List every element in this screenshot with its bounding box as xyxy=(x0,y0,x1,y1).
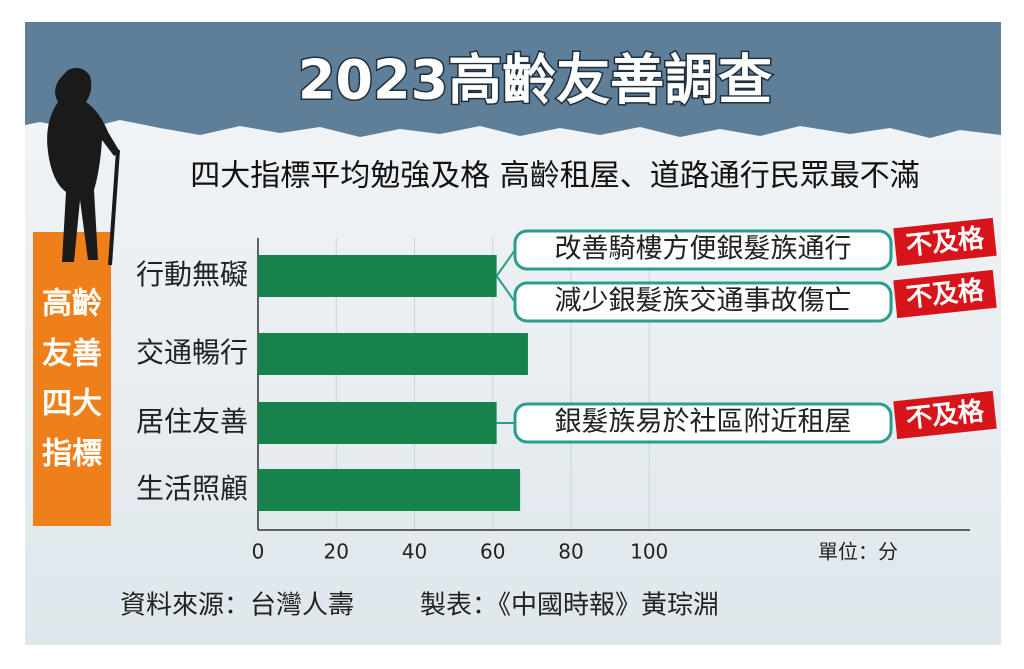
chart-title: 2023高齡友善調查 xyxy=(298,49,772,112)
badge-box xyxy=(893,269,997,319)
callout-text: 改善騎樓方便銀髮族通行 xyxy=(555,234,852,265)
side-label: 高齡 xyxy=(42,287,102,322)
callout-box xyxy=(513,402,893,444)
side-label: 四大 xyxy=(42,387,102,422)
badge-box xyxy=(893,217,997,267)
bar xyxy=(258,255,497,297)
x-tick-label: 20 xyxy=(324,540,349,564)
callout-box xyxy=(513,229,893,271)
badge: 不及格 xyxy=(893,269,997,319)
elder-silhouette xyxy=(47,68,120,262)
badge-box xyxy=(893,390,997,440)
x-tick-label: 60 xyxy=(480,540,505,564)
header-band xyxy=(25,22,1001,138)
side-label: 指標 xyxy=(42,437,102,472)
subtitle: 四大指標平均勉強及格 高齡租屋、道路通行民眾最不滿 xyxy=(190,159,920,194)
side-label: 友善 xyxy=(42,337,102,372)
callout-text: 減少銀髮族交通事故傷亡 xyxy=(555,286,852,317)
y-tick-label: 行動無礙 xyxy=(136,258,248,291)
cane xyxy=(108,149,120,266)
bar xyxy=(258,333,528,375)
unit-label: 單位：分 xyxy=(818,540,898,564)
x-tick-label: 100 xyxy=(630,540,668,564)
badge: 不及格 xyxy=(893,217,997,267)
callout-box xyxy=(513,281,893,323)
y-tick-label: 交通暢行 xyxy=(136,336,248,369)
source: 資料來源：台灣人壽 xyxy=(120,591,354,621)
callout-connector xyxy=(495,249,516,277)
bar xyxy=(258,402,497,444)
x-tick-label: 40 xyxy=(402,540,427,564)
badge: 不及格 xyxy=(893,390,997,440)
callout-connector xyxy=(495,275,516,303)
callout-text: 銀髮族易於社區附近租屋 xyxy=(555,407,852,438)
x-tick-label: 0 xyxy=(252,540,265,564)
y-tick-label: 居住友善 xyxy=(136,405,248,438)
credit: 製表：《中國時報》黃琮淵 xyxy=(420,591,719,621)
bar xyxy=(258,469,521,511)
x-tick-label: 80 xyxy=(558,540,583,564)
side-box xyxy=(33,232,111,526)
y-tick-label: 生活照顧 xyxy=(136,472,248,505)
